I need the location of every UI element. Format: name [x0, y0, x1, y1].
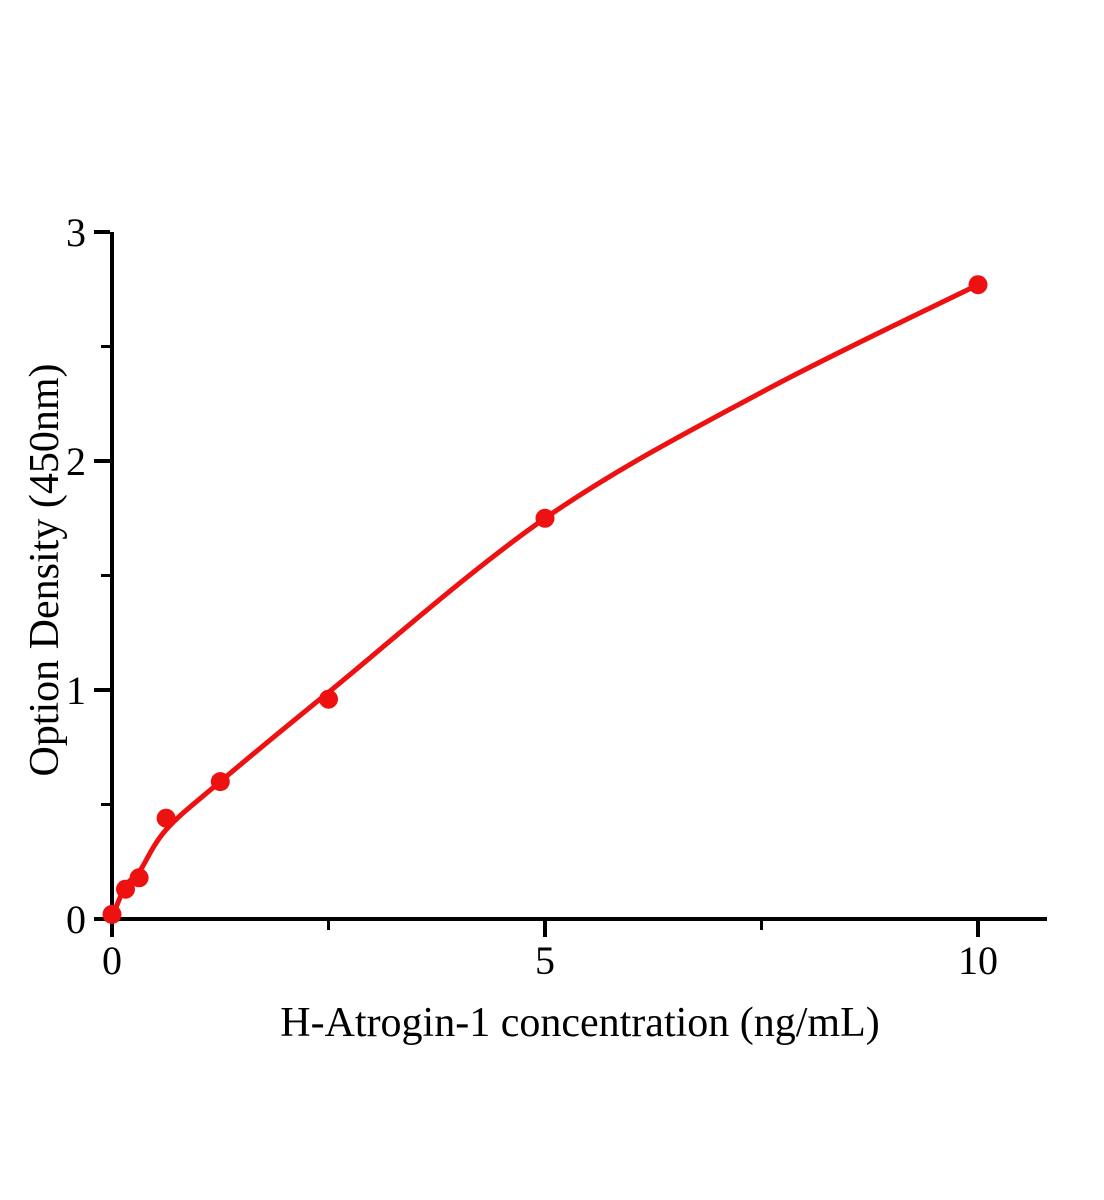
x-tick-label: 5 — [535, 938, 555, 983]
y-tick-label: 2 — [66, 439, 86, 484]
data-point — [129, 868, 149, 888]
data-point — [116, 879, 135, 899]
y-axis-label: Option Density (450nm) — [22, 363, 68, 777]
data-point — [210, 772, 230, 792]
data-point — [319, 689, 338, 709]
y-tick-label: 3 — [66, 210, 86, 255]
data-point — [535, 508, 555, 528]
y-tick-label: 1 — [66, 668, 86, 713]
y-tick-label: 0 — [66, 897, 86, 942]
data-point — [102, 904, 122, 924]
fit-curve — [109, 282, 981, 921]
x-tick-label: 0 — [102, 938, 122, 983]
x-axis-label: H-Atrogin-1 concentration (ng/mL) — [280, 1000, 880, 1046]
x-tick-label: 10 — [958, 938, 998, 983]
data-point — [156, 808, 176, 828]
data-point — [968, 275, 988, 295]
